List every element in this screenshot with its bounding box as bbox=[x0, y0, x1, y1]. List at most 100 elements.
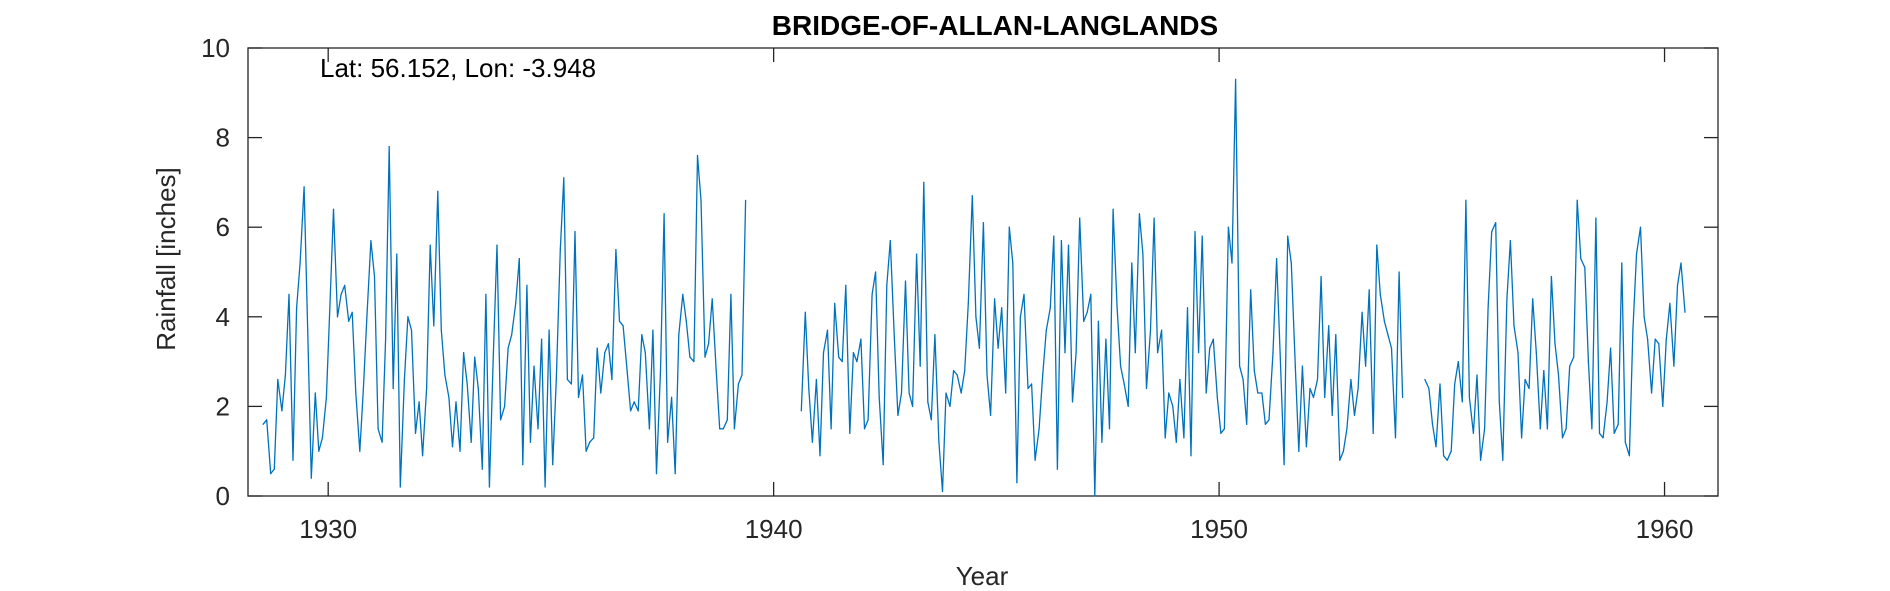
rainfall-data-point bbox=[1465, 199, 1467, 201]
rainfall-data-point bbox=[830, 428, 832, 430]
rainfall-data-point bbox=[463, 352, 465, 354]
rainfall-data-point bbox=[1294, 365, 1296, 367]
rainfall-data-point bbox=[388, 146, 390, 148]
rainfall-data-point bbox=[266, 419, 268, 421]
rainfall-data-point bbox=[332, 208, 335, 210]
rainfall-data-point bbox=[663, 213, 665, 215]
rainfall-data-point bbox=[1584, 266, 1586, 269]
rainfall-data-point bbox=[815, 378, 818, 381]
rainfall-data-point bbox=[1316, 378, 1319, 381]
rainfall-data-point bbox=[1038, 428, 1040, 430]
rainfall-data-point bbox=[726, 419, 728, 421]
rainfall-data-point bbox=[574, 231, 576, 233]
rainfall-data-point bbox=[581, 374, 584, 376]
rainfall-data-point bbox=[960, 392, 962, 394]
y-axis: 0 2 4 6 8 10 bbox=[201, 33, 1718, 511]
rainfall-data-point bbox=[1161, 329, 1163, 331]
rainfall-data-point bbox=[964, 370, 966, 372]
rainfall-data-point bbox=[270, 473, 272, 475]
rainfall-data-point bbox=[719, 428, 721, 430]
rainfall-data-point bbox=[1624, 441, 1626, 443]
rainfall-data-point bbox=[971, 195, 973, 197]
rainfall-data-point bbox=[875, 271, 877, 273]
rainfall-data-point bbox=[1461, 401, 1463, 403]
rainfall-data-point bbox=[1298, 450, 1300, 452]
rainfall-data-point bbox=[529, 441, 532, 443]
rainfall-data-point bbox=[1220, 432, 1222, 434]
rainfall-data-point bbox=[262, 423, 264, 425]
rainfall-data-point bbox=[1402, 396, 1404, 398]
rainfall-data-point bbox=[437, 190, 439, 192]
rainfall-data-point bbox=[704, 356, 706, 358]
rainfall-data-point bbox=[377, 428, 379, 430]
rainfall-data-point bbox=[633, 401, 635, 403]
rainfall-data-point bbox=[1684, 311, 1686, 313]
rainfall-data-point bbox=[552, 464, 554, 466]
rainfall-data-point bbox=[585, 450, 587, 452]
rainfall-data-point bbox=[1673, 365, 1675, 367]
rainfall-data-point bbox=[1179, 378, 1181, 381]
rainfall-data-point bbox=[1595, 217, 1597, 219]
rainfall-data-point bbox=[1301, 365, 1303, 367]
rainfall-data-point bbox=[648, 428, 651, 430]
rainfall-data-point bbox=[1613, 432, 1615, 434]
rainfall-data-point bbox=[1123, 383, 1125, 385]
axes-box bbox=[247, 47, 1719, 497]
rainfall-data-point bbox=[1610, 347, 1612, 349]
rainfall-data-point bbox=[618, 320, 621, 322]
rainfall-data-point bbox=[1561, 437, 1564, 439]
rainfall-data-point bbox=[956, 374, 958, 376]
rainfall-data-point bbox=[997, 347, 999, 349]
rainfall-data-point bbox=[410, 329, 413, 331]
y-tick-label: 4 bbox=[216, 302, 230, 332]
rainfall-data-point bbox=[607, 343, 610, 345]
rainfall-data-point bbox=[1198, 352, 1200, 354]
rainfall-data-point bbox=[1183, 437, 1185, 439]
rainfall-data-point bbox=[1435, 446, 1437, 448]
rainfall-data-point bbox=[1491, 231, 1493, 233]
rainfall-data-point bbox=[685, 320, 687, 322]
rainfall-data-point bbox=[856, 361, 858, 363]
rainfall-data-point bbox=[730, 293, 732, 295]
rainfall-data-point bbox=[904, 280, 907, 282]
rainfall-data-point bbox=[641, 334, 643, 336]
rainfall-data-point bbox=[1387, 334, 1389, 336]
rainfall-data-point bbox=[1190, 455, 1192, 457]
rainfall-data-point bbox=[822, 352, 825, 354]
rainfall-data-point bbox=[916, 253, 918, 255]
rainfall-data-point bbox=[1309, 387, 1311, 390]
rainfall-data-point bbox=[1506, 298, 1508, 300]
rainfall-data-point bbox=[1209, 347, 1211, 349]
rainfall-data-point bbox=[630, 410, 632, 412]
rainfall-data-point bbox=[927, 401, 929, 403]
rainfall-data-point bbox=[1484, 428, 1486, 430]
rainfall-data-point bbox=[492, 352, 494, 354]
rainfall-data-point bbox=[314, 392, 316, 394]
rainfall-data-point bbox=[1598, 432, 1601, 434]
rainfall-data-point bbox=[1495, 222, 1497, 224]
rainfall-data-point bbox=[1573, 356, 1575, 358]
rainfall-data-point bbox=[1272, 352, 1274, 354]
rainfall-data-point bbox=[444, 374, 446, 376]
rainfall-data-point bbox=[344, 284, 346, 286]
rainfall-data-point bbox=[1557, 374, 1560, 376]
rainfall-data-point bbox=[370, 240, 372, 242]
rainfall-data-point bbox=[1539, 428, 1541, 430]
rainfall-data-point bbox=[1105, 338, 1107, 340]
rainfall-data-point bbox=[1112, 208, 1114, 210]
rainfall-data-point bbox=[1083, 320, 1085, 322]
rainfall-data-point bbox=[273, 468, 275, 470]
rainfall-data-point bbox=[1617, 423, 1619, 425]
rainfall-data-point bbox=[1164, 437, 1166, 439]
rainfall-data-point bbox=[459, 450, 461, 452]
rainfall-data-point bbox=[381, 441, 383, 443]
rainfall-data-point bbox=[1261, 392, 1263, 394]
rainfall-data-point bbox=[1034, 459, 1036, 461]
rainfall-data-point bbox=[596, 347, 598, 349]
rainfall-data-point bbox=[1550, 275, 1552, 278]
rainfall-data-point bbox=[310, 477, 312, 479]
rainfall-data-point bbox=[838, 356, 840, 358]
rainfall-data-point bbox=[1535, 352, 1537, 354]
rainfall-data-point bbox=[351, 311, 353, 313]
rainfall-data-point bbox=[1480, 459, 1482, 461]
